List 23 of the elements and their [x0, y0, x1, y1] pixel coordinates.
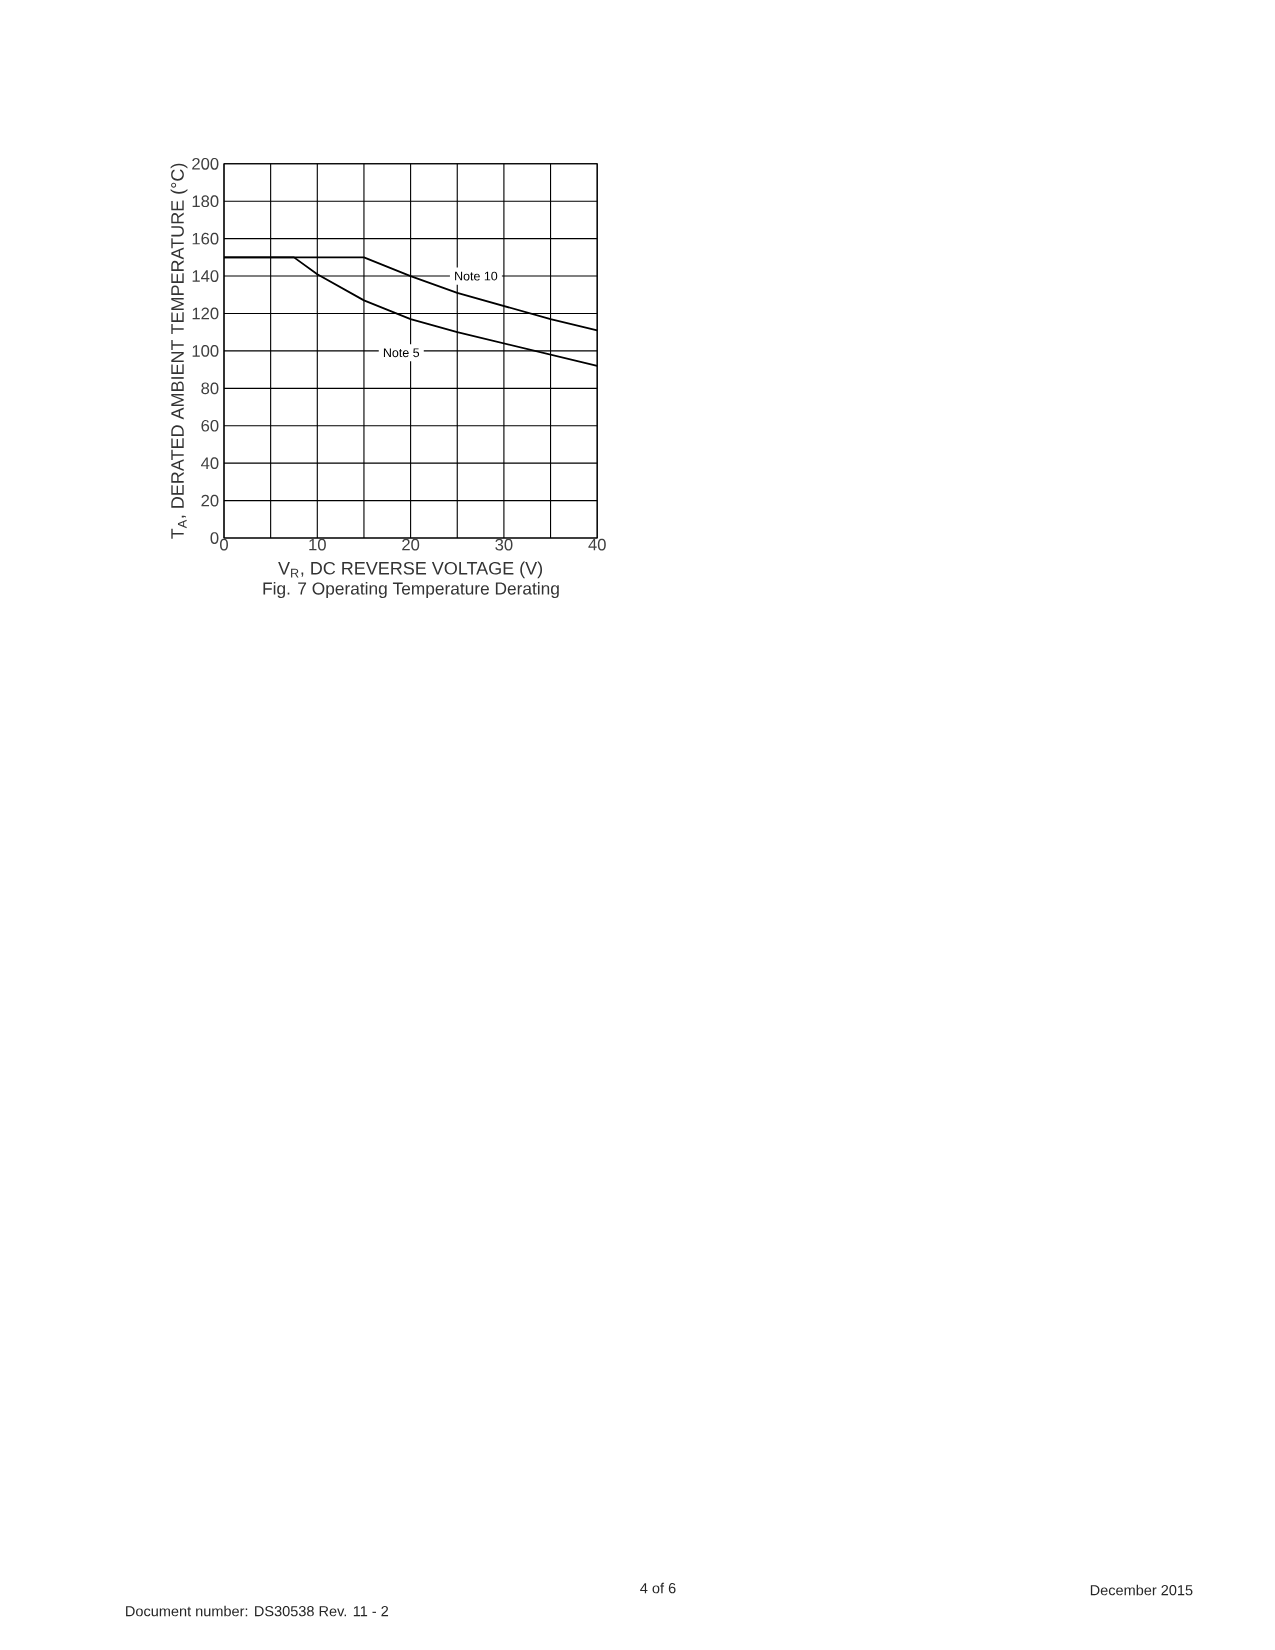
y-tick-label: 40 — [201, 457, 219, 470]
text: December 2015 — [1090, 1584, 1193, 1596]
x-tick-label: 30 — [495, 538, 513, 551]
x-tick-label: 40 — [588, 538, 606, 551]
y-tick-label: 100 — [192, 345, 219, 357]
y-tick-label: 60 — [201, 419, 219, 432]
series-label: Note 10 — [455, 271, 498, 281]
text: Fig. 7 Operating Temperature Derating — [263, 581, 559, 599]
y-tick-label: 180 — [192, 195, 219, 208]
y-tick-label: 80 — [201, 382, 219, 395]
text: Document number: DS30538 Rev. 11 - 2 — [126, 1605, 389, 1617]
x-tick-label: 20 — [402, 538, 420, 551]
y-tick-label: 140 — [192, 270, 219, 282]
text: 4 of 6 — [640, 1582, 676, 1594]
y-tick-label: 20 — [201, 494, 219, 507]
x-axis-title: V$_{R}$, DC REVERSE VOLTAGE (V) — [278, 561, 543, 579]
x-tick-label: 10 — [309, 538, 326, 551]
y-tick-label: 160 — [192, 232, 219, 245]
y-tick-label: 120 — [192, 307, 219, 320]
x-tick-label: 0 — [220, 538, 228, 551]
y-axis-title: T$_{A}$, DERATED AMBIENT TEMPERATURE (°C) — [170, 163, 188, 539]
text: Note 5 — [383, 348, 420, 358]
y-tick-label: 200 — [192, 157, 219, 170]
